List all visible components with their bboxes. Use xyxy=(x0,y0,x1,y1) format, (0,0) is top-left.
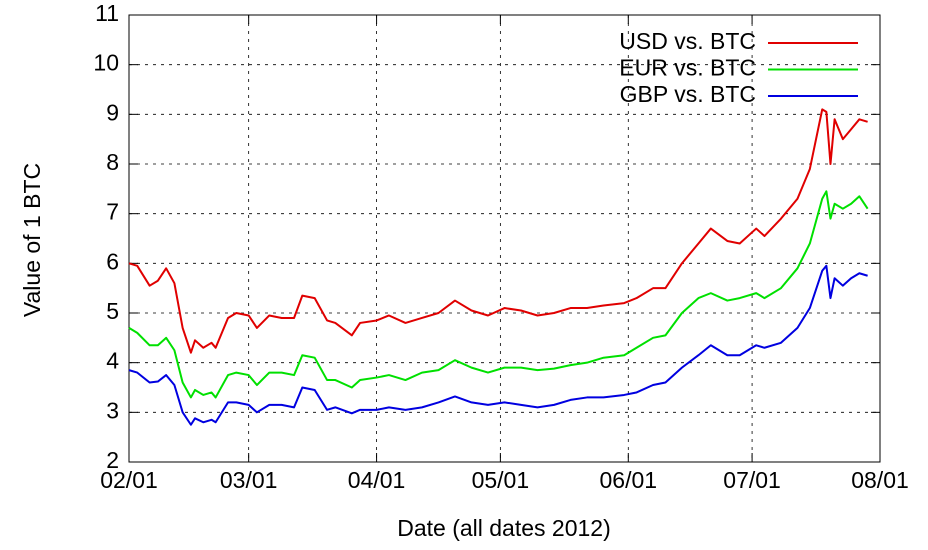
x-tick-label: 08/01 xyxy=(851,467,909,493)
line-series xyxy=(128,264,868,426)
y-tick-label: 3 xyxy=(106,397,119,423)
legend-label: GBP vs. BTC xyxy=(620,81,756,107)
x-tick-label: 06/01 xyxy=(600,467,658,493)
line-series xyxy=(128,190,869,399)
x-tick-label: 07/01 xyxy=(723,467,781,493)
y-tick-label: 11 xyxy=(95,0,119,26)
y-axis-label: Value of 1 BTC xyxy=(19,163,45,317)
y-tick-label: 10 xyxy=(93,50,119,76)
legend-label: EUR vs. BTC xyxy=(619,55,756,81)
x-axis-label: Date (all dates 2012) xyxy=(397,515,611,541)
x-tick-label: 05/01 xyxy=(472,467,530,493)
legend-label: USD vs. BTC xyxy=(619,28,756,54)
x-tick-label: 02/01 xyxy=(100,467,158,493)
line-series xyxy=(128,108,868,354)
x-tick-label: 03/01 xyxy=(220,467,278,493)
y-tick-label: 5 xyxy=(106,298,119,324)
y-tick-label: 4 xyxy=(106,348,119,374)
y-tick-label: 6 xyxy=(106,248,119,274)
plot-frame xyxy=(128,14,881,463)
y-tick-label: 2 xyxy=(106,447,119,473)
x-tick-label: 04/01 xyxy=(348,467,406,493)
y-tick-label: 7 xyxy=(106,199,119,225)
y-tick-label: 9 xyxy=(106,99,119,125)
y-tick-label: 8 xyxy=(106,149,119,175)
